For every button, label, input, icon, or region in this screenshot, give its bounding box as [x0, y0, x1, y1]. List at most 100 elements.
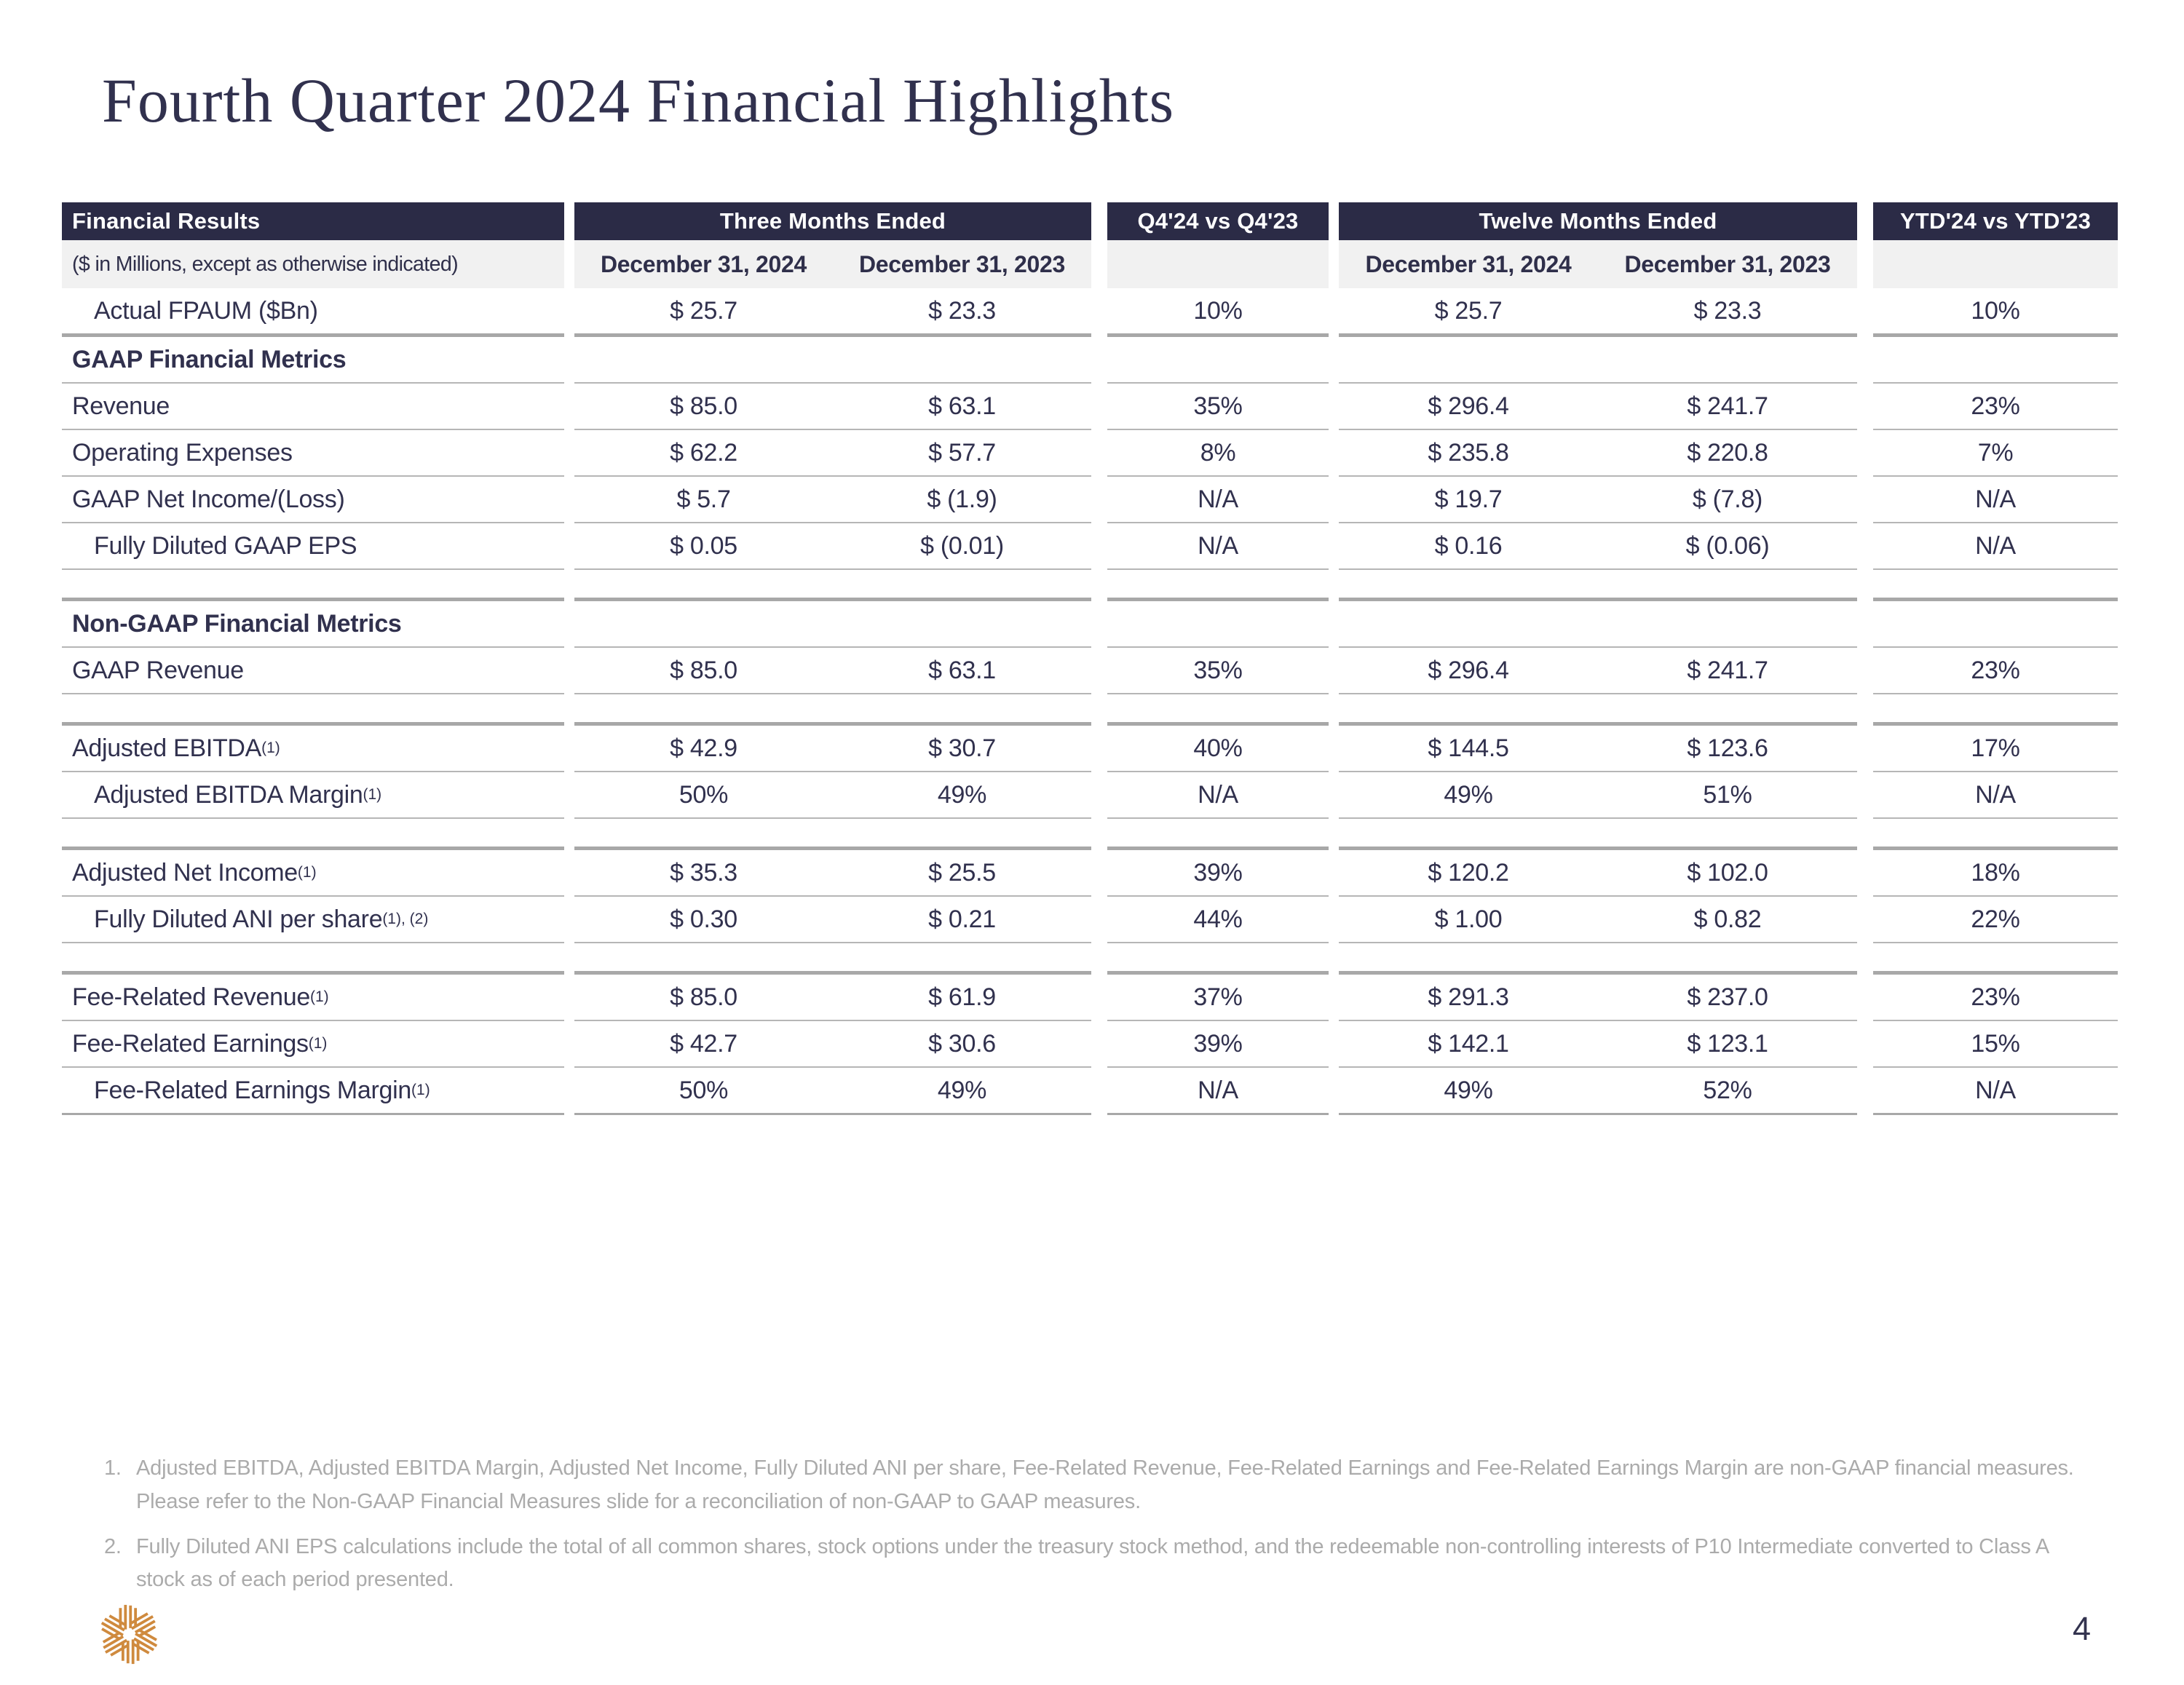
table-cell: 52%	[1598, 1068, 1857, 1115]
table-cell: $ 19.7	[1339, 477, 1598, 523]
table-cell: $ 237.0	[1598, 975, 1857, 1021]
row-label: Actual FPAUM ($Bn)	[62, 288, 564, 337]
table-cell	[1339, 570, 1598, 601]
table-cell: N/A	[1873, 477, 2118, 523]
financial-table: Financial Results Three Months Ended Q4'24…	[62, 202, 2118, 1115]
row-label: Fully Diluted GAAP EPS	[62, 523, 564, 570]
table-cell: 40%	[1107, 726, 1329, 772]
row-label: Adjusted EBITDA Margin (1)	[62, 772, 564, 819]
row-label: Adjusted Net Income (1)	[62, 850, 564, 897]
footnote-reference: (1)	[363, 786, 382, 803]
table-cell: 35%	[1107, 648, 1329, 694]
table-cell: $ 0.30	[574, 897, 833, 943]
footnote-1: 1. Adjusted EBITDA, Adjusted EBITDA Marg…	[104, 1452, 2077, 1519]
table-row: Fully Diluted ANI per share (1), (2) $ 0.…	[62, 897, 2118, 943]
table-cell	[1598, 337, 1857, 384]
table-cell: 23%	[1873, 975, 2118, 1021]
row-label	[62, 943, 564, 975]
footnote-number: 2.	[104, 1534, 122, 1558]
table-cell: $ 23.3	[833, 288, 1091, 337]
footnote-reference: (1)	[261, 740, 280, 756]
footnote-reference: (1), (2)	[382, 911, 429, 927]
company-logo-starburst-icon	[98, 1604, 161, 1665]
table-cell: $ 241.7	[1598, 384, 1857, 430]
table-cell: $ 142.1	[1339, 1021, 1598, 1068]
table-cell	[574, 694, 833, 726]
row-label: Fully Diluted ANI per share (1), (2)	[62, 897, 564, 943]
table-cell	[833, 819, 1091, 850]
column-header	[1107, 240, 1329, 288]
table-cell: $ 291.3	[1339, 975, 1598, 1021]
footnote-reference: (1)	[297, 864, 317, 881]
table-cell: $ 30.6	[833, 1021, 1091, 1068]
table-cell	[1873, 601, 2118, 648]
column-header	[1873, 240, 2118, 288]
table-cell: 23%	[1873, 384, 2118, 430]
table-cell: 51%	[1598, 772, 1857, 819]
table-cell: 49%	[833, 1068, 1091, 1115]
table-cell	[574, 337, 833, 384]
table-cell: $ 241.7	[1598, 648, 1857, 694]
table-cell: 49%	[833, 772, 1091, 819]
row-label	[62, 570, 564, 601]
table-cell: $ 85.0	[574, 384, 833, 430]
table-cell: $ 296.4	[1339, 384, 1598, 430]
table-cell	[833, 570, 1091, 601]
row-label: Fee-Related Earnings (1)	[62, 1021, 564, 1068]
row-label: Fee-Related Revenue (1)	[62, 975, 564, 1021]
table-cell: 49%	[1339, 772, 1598, 819]
table-cell	[1339, 943, 1598, 975]
table-cell: $ 220.8	[1598, 430, 1857, 477]
table-cell: $ 42.7	[574, 1021, 833, 1068]
table-cell: 44%	[1107, 897, 1329, 943]
table-cell: $ (0.01)	[833, 523, 1091, 570]
table-cell	[1339, 601, 1598, 648]
column-group-header: Three Months Ended	[574, 202, 1091, 240]
table-cell: $ 0.16	[1339, 523, 1598, 570]
table-row: Non-GAAP Financial Metrics	[62, 601, 2118, 648]
table-cell: $ 1.00	[1339, 897, 1598, 943]
table-cell	[1107, 570, 1329, 601]
table-cell: $ 123.1	[1598, 1021, 1857, 1068]
table-cell: $ (0.06)	[1598, 523, 1857, 570]
table-cell	[1598, 570, 1857, 601]
table-cell	[1598, 694, 1857, 726]
table-cell: $ 63.1	[833, 384, 1091, 430]
table-cell: N/A	[1873, 772, 2118, 819]
table-cell: 23%	[1873, 648, 2118, 694]
table-cell	[574, 570, 833, 601]
table-cell: N/A	[1873, 1068, 2118, 1115]
table-row: Fee-Related Earnings (1) $ 42.7 $ 30.6 39% $…	[62, 1021, 2118, 1068]
column-group-header: Twelve Months Ended	[1339, 202, 1857, 240]
table-cell: $ 85.0	[574, 648, 833, 694]
table-cell: $ (1.9)	[833, 477, 1091, 523]
table-cell	[1107, 601, 1329, 648]
table-cell: $ 57.7	[833, 430, 1091, 477]
row-label: Non-GAAP Financial Metrics	[62, 601, 564, 648]
table-cell: $ 25.7	[1339, 288, 1598, 337]
table-cell	[1873, 337, 2118, 384]
row-label	[62, 819, 564, 850]
table-cell: N/A	[1107, 523, 1329, 570]
table-cell: 15%	[1873, 1021, 2118, 1068]
table-row: Financial Results Three Months Ended Q4'24…	[62, 202, 2118, 240]
table-row	[62, 943, 2118, 975]
table-cell	[1598, 819, 1857, 850]
column-header: December 31, 2023	[1598, 240, 1857, 288]
table-cell	[1339, 694, 1598, 726]
column-header: December 31, 2024	[574, 240, 833, 288]
table-cell	[1107, 694, 1329, 726]
footnote-reference: (1)	[309, 988, 329, 1005]
table-cell: $ 35.3	[574, 850, 833, 897]
table-cell	[1107, 819, 1329, 850]
table-cell: 18%	[1873, 850, 2118, 897]
table-cell: N/A	[1107, 477, 1329, 523]
table-cell: 37%	[1107, 975, 1329, 1021]
table-cell: $ 85.0	[574, 975, 833, 1021]
footnote-2: 2. Fully Diluted ANI EPS calculations in…	[104, 1531, 2077, 1598]
table-cell: $ 30.7	[833, 726, 1091, 772]
table-cell: 10%	[1873, 288, 2118, 337]
table-cell: $ 23.3	[1598, 288, 1857, 337]
table-cell: 10%	[1107, 288, 1329, 337]
table-cell: 22%	[1873, 897, 2118, 943]
